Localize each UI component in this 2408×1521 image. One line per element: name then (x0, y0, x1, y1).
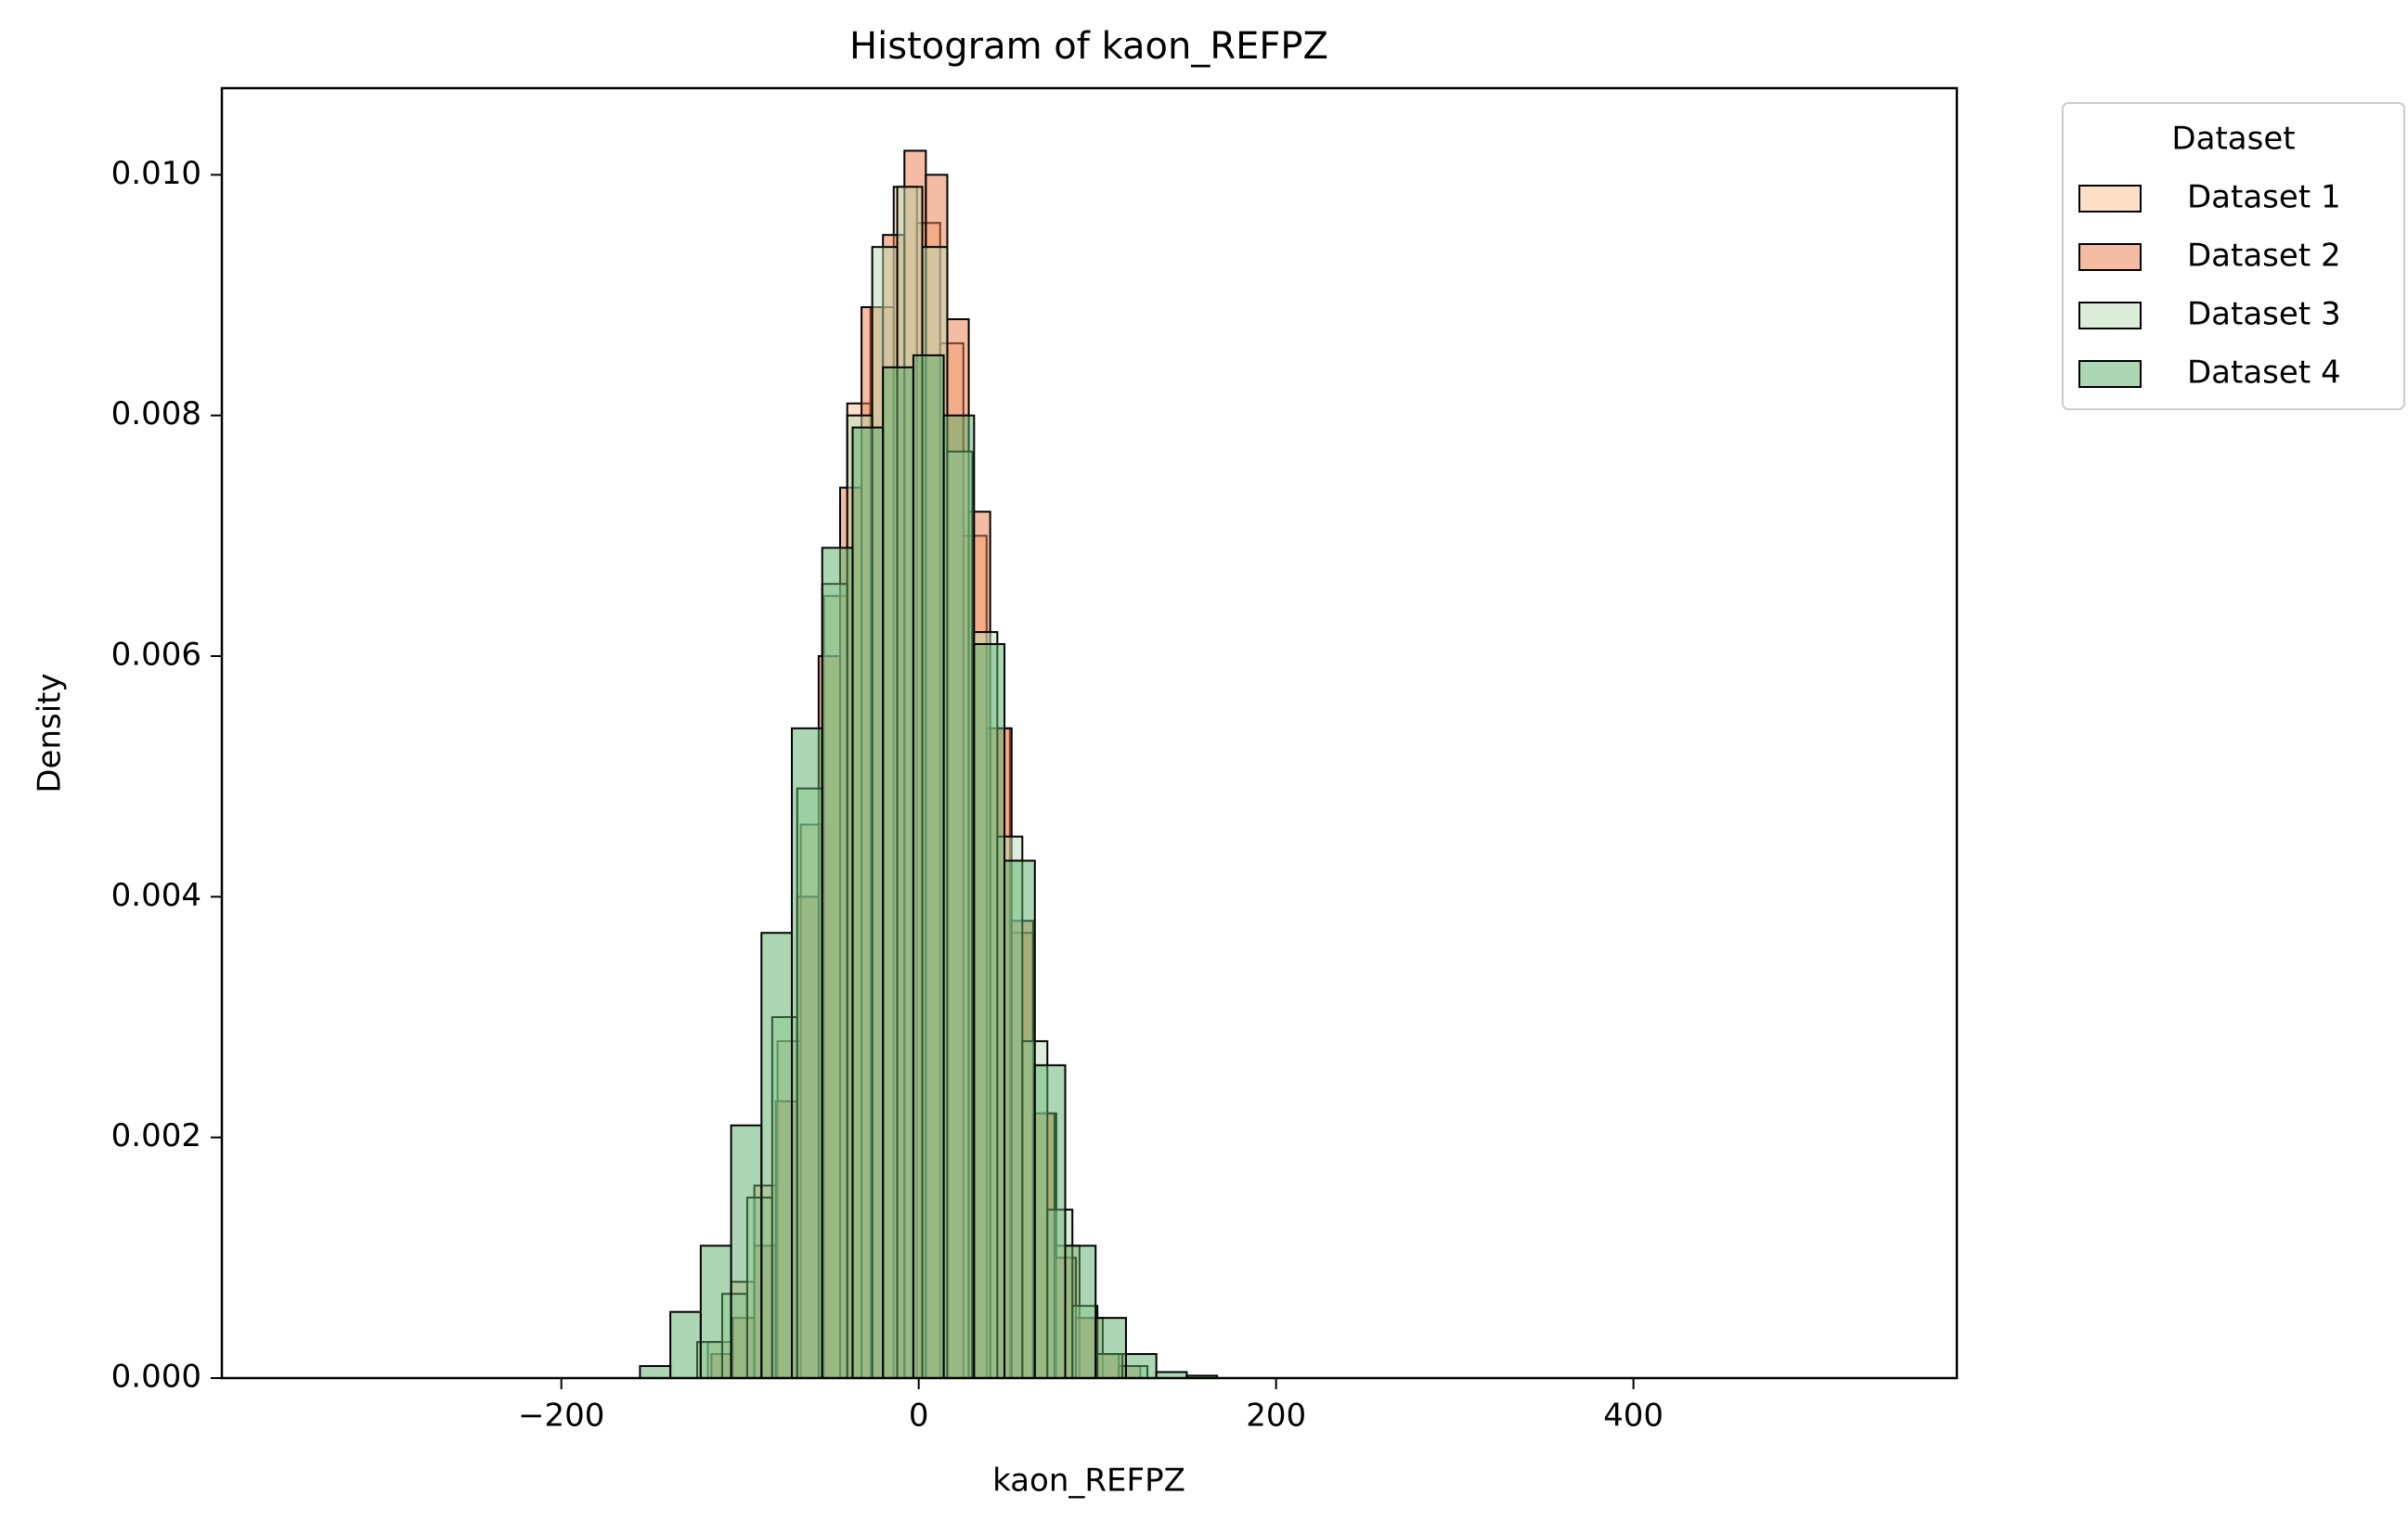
plot-frame (220, 86, 1959, 1380)
x-tick-label: 0 (909, 1398, 929, 1435)
x-tick-label: 400 (1603, 1398, 1664, 1435)
bar (669, 1310, 702, 1379)
bar (1003, 859, 1036, 1379)
legend-swatch (2078, 302, 2142, 329)
bar (912, 354, 945, 1379)
bar (1094, 1317, 1127, 1380)
bar (760, 932, 794, 1380)
legend-box (2062, 102, 2405, 410)
legend-label: Dataset 2 (2187, 238, 2341, 275)
bar (1064, 1244, 1097, 1379)
x-axis-label: kaon_REFPZ (992, 1463, 1185, 1500)
legend-label: Dataset 3 (2187, 296, 2341, 333)
legend-swatch (2078, 360, 2142, 388)
y-tick-label: 0.002 (111, 1117, 201, 1154)
x-tick-label: 200 (1246, 1398, 1306, 1435)
chart-title: Histogram of kaon_REFPZ (849, 25, 1328, 68)
y-tick-label: 0.004 (111, 877, 201, 914)
legend-swatch (2078, 243, 2142, 271)
bar (791, 727, 823, 1379)
bar (699, 1244, 732, 1379)
bar (1033, 1063, 1067, 1380)
y-tick-label: 0.010 (111, 155, 201, 192)
bar (1124, 1353, 1158, 1379)
bar (821, 547, 854, 1379)
legend-swatch (2078, 185, 2142, 213)
bar (882, 366, 914, 1379)
legend-title: Dataset (2171, 121, 2295, 158)
x-tick-label: −200 (518, 1398, 604, 1435)
y-axis-label: Density (32, 673, 69, 793)
legend-label: Dataset 1 (2187, 179, 2341, 216)
bar (730, 1124, 763, 1379)
y-tick-label: 0.006 (111, 637, 201, 674)
y-tick-label: 0.000 (111, 1359, 201, 1396)
bar (639, 1365, 672, 1379)
bar (851, 426, 885, 1380)
y-tick-label: 0.008 (111, 395, 201, 432)
bar (942, 414, 976, 1380)
bar (973, 643, 1006, 1379)
legend-label: Dataset 4 (2187, 354, 2341, 392)
